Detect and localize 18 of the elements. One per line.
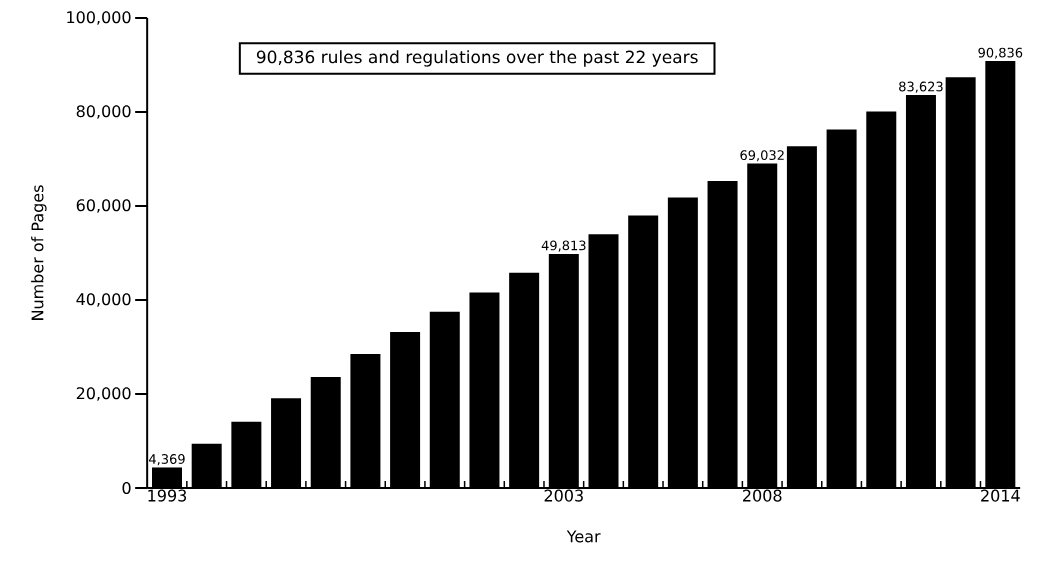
x-tick-label: 2003 bbox=[544, 489, 583, 502]
y-tick-label: 100,000 bbox=[67, 11, 131, 25]
x-axis-title: Year bbox=[566, 530, 601, 543]
data-label: 90,836 bbox=[978, 47, 1023, 59]
y-tick-label: 80,000 bbox=[76, 105, 131, 119]
y-tick-label: 20,000 bbox=[76, 387, 131, 401]
data-label: 69,032 bbox=[740, 150, 784, 162]
x-tick-label: 1993 bbox=[148, 489, 187, 502]
data-label: 4,369 bbox=[149, 454, 185, 466]
annotation: 90,836 rules and regulations over the past 22 years bbox=[256, 50, 698, 67]
data-label: 83,623 bbox=[899, 81, 943, 93]
y-tick-label: 40,000 bbox=[76, 293, 131, 307]
y-tick-label: 60,000 bbox=[76, 199, 131, 213]
x-tick-label: 2008 bbox=[743, 489, 782, 502]
x-tick-label: 2014 bbox=[981, 489, 1020, 502]
y-tick-label: 0 bbox=[122, 481, 131, 495]
data-label: 49,813 bbox=[541, 240, 586, 252]
y-axis-title: Number of Pages bbox=[31, 185, 47, 320]
